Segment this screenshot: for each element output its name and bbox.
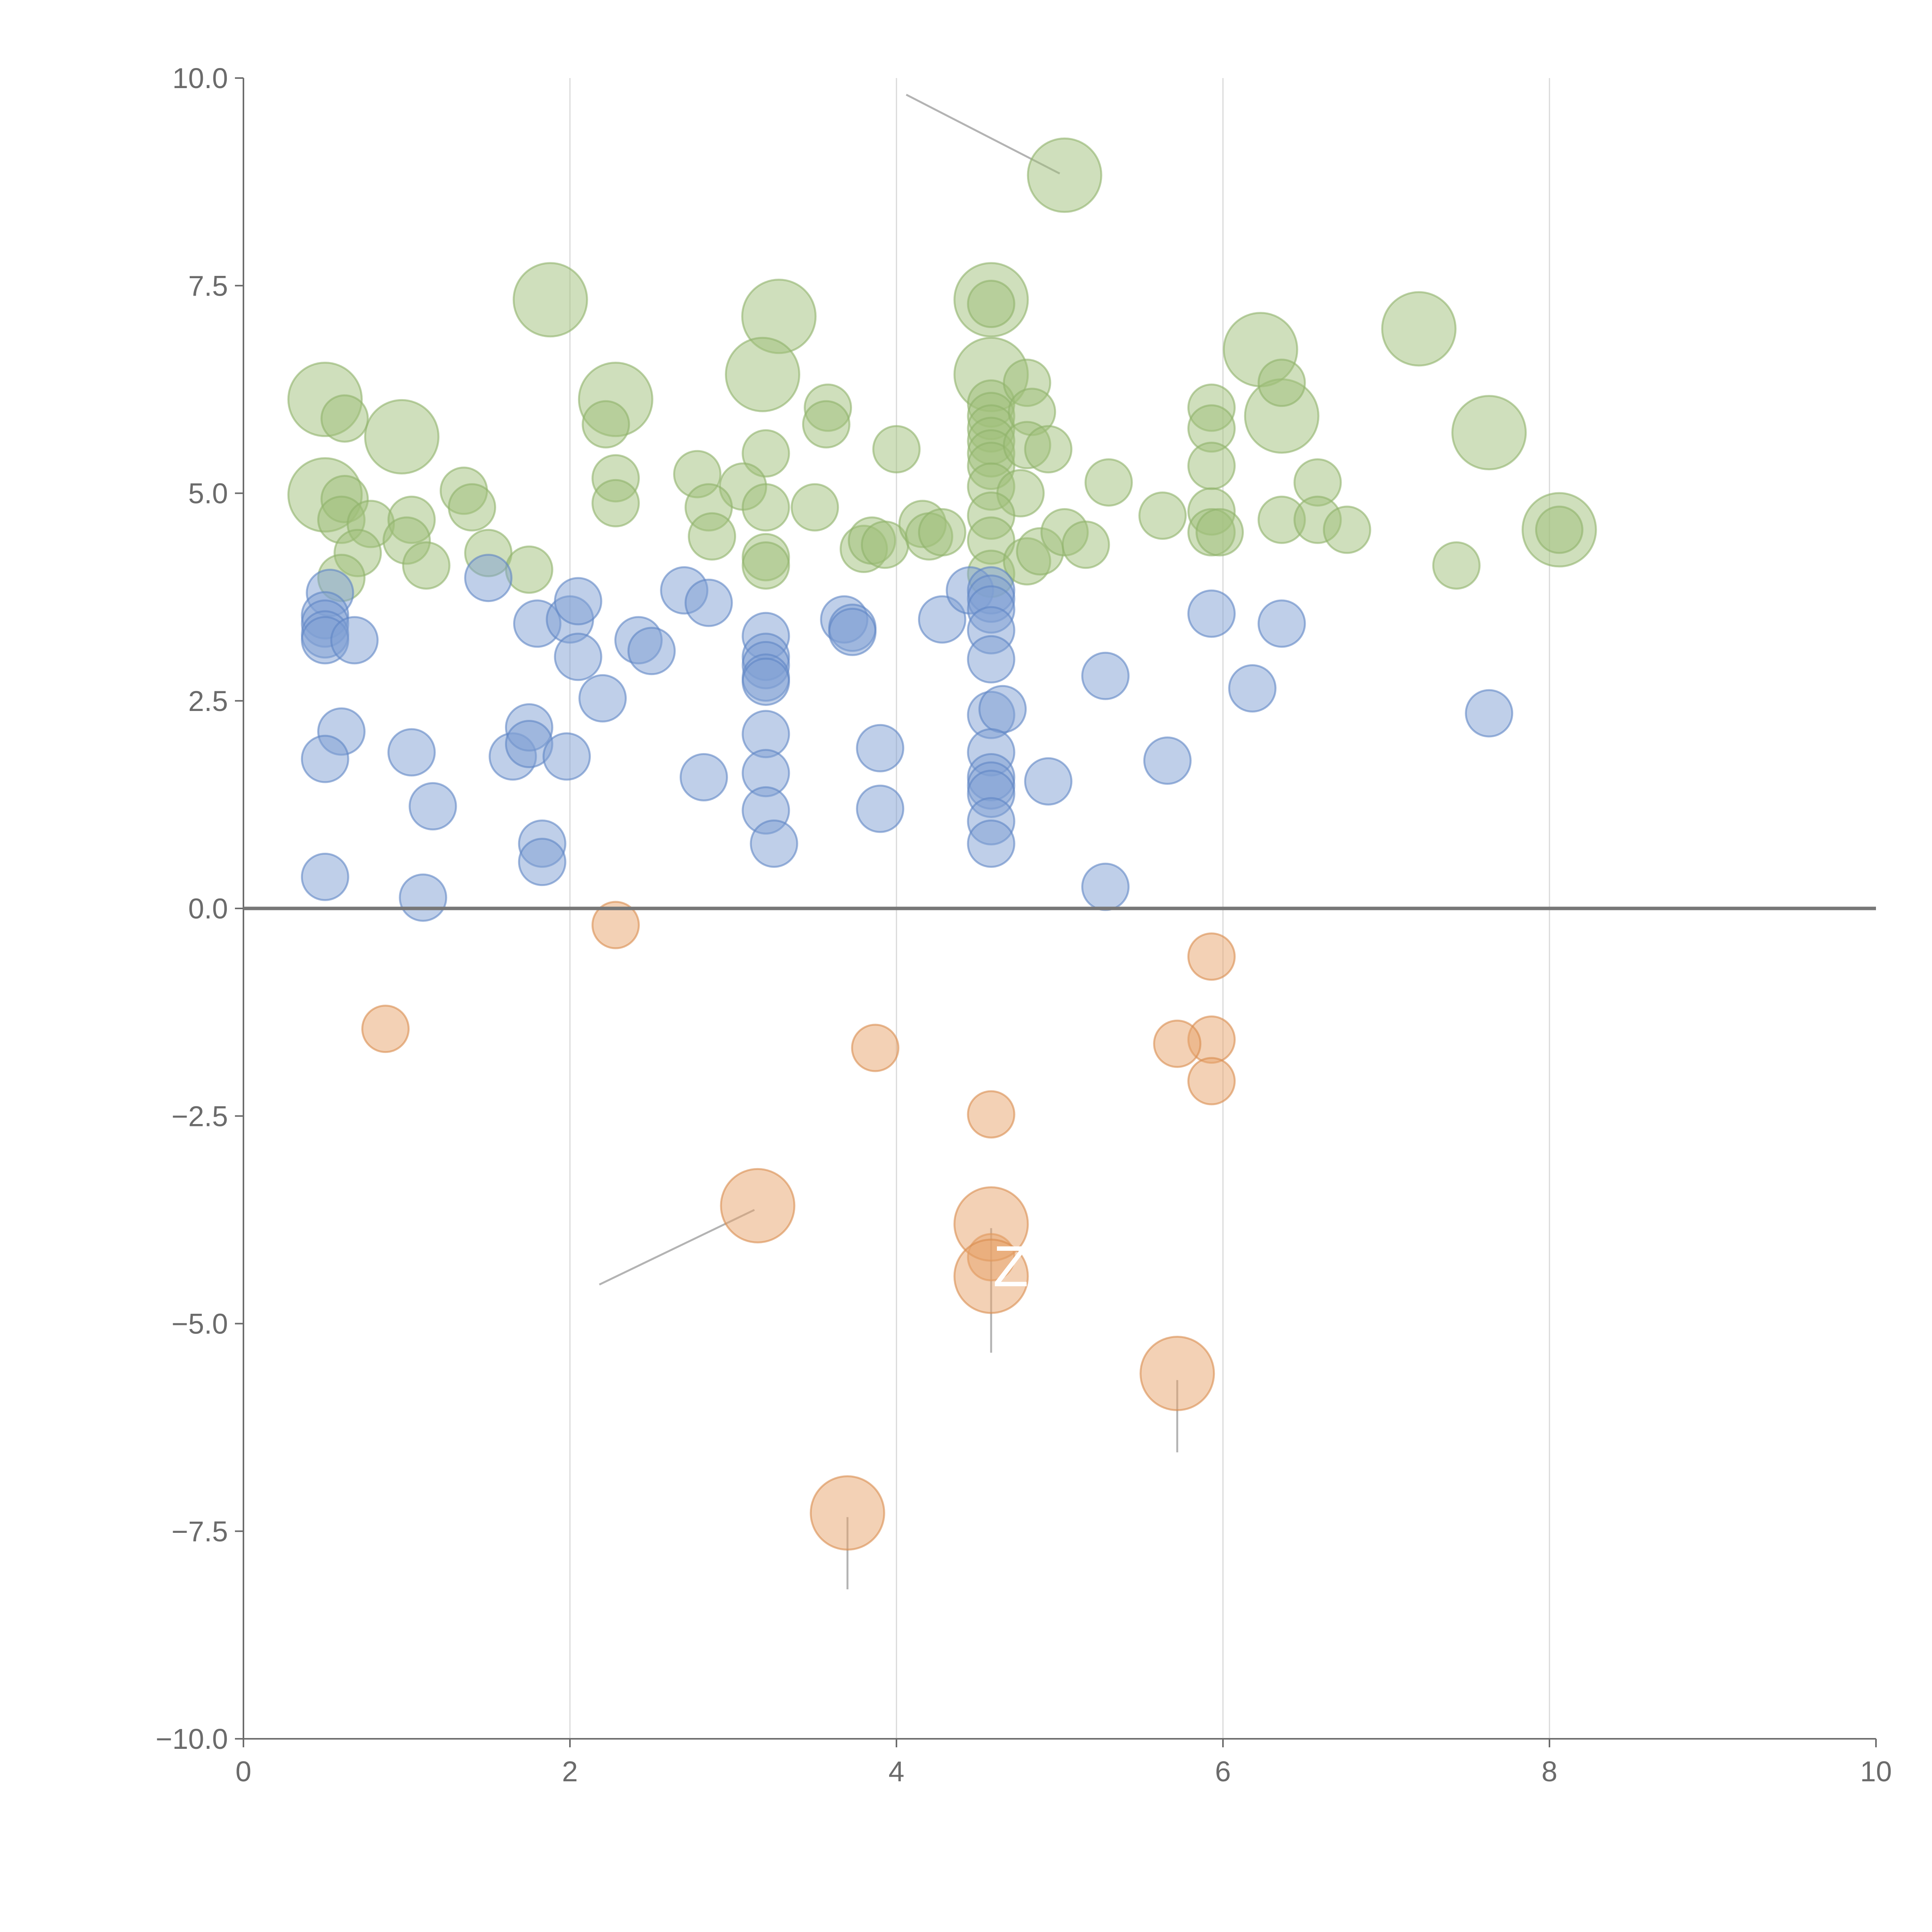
bubble-point bbox=[361, 1005, 410, 1053]
bubble-point bbox=[967, 819, 1015, 868]
y-tick-label: −10.0 bbox=[156, 1723, 228, 1755]
y-tick-label: 0.0 bbox=[188, 893, 228, 925]
bubble-point bbox=[1187, 932, 1236, 981]
bubble-point bbox=[1228, 664, 1277, 713]
y-tick-label: −2.5 bbox=[172, 1100, 228, 1132]
y-tick-label: −5.0 bbox=[172, 1308, 228, 1340]
bubble-point bbox=[387, 728, 436, 777]
x-axis-ticks: 0 2 4 6 8 10 bbox=[235, 1739, 1892, 1787]
bubble-point bbox=[684, 578, 733, 627]
bubble-point bbox=[953, 1238, 1029, 1314]
bubble-point bbox=[543, 732, 591, 781]
bubble-point bbox=[505, 545, 553, 594]
bubble-point bbox=[742, 657, 790, 706]
bubble-point bbox=[918, 508, 966, 557]
bubble-point bbox=[578, 674, 627, 723]
bubble-point bbox=[1187, 589, 1236, 638]
bubble-point bbox=[742, 483, 790, 532]
bubble-point bbox=[688, 512, 736, 561]
x-tick-label: 4 bbox=[888, 1755, 904, 1787]
leader-lines bbox=[599, 94, 1179, 1590]
bubble-point bbox=[1535, 505, 1583, 554]
bubble-point bbox=[554, 633, 602, 681]
bubble-point bbox=[1143, 736, 1192, 785]
bubble-point bbox=[742, 429, 790, 478]
bubble-point bbox=[1138, 492, 1187, 540]
bubble-point bbox=[978, 685, 1027, 733]
bubble-point bbox=[464, 554, 513, 602]
bubble-point bbox=[301, 852, 349, 901]
bubble-point bbox=[802, 400, 850, 449]
bubble-point bbox=[967, 280, 1015, 328]
bubble-point bbox=[518, 838, 566, 886]
bubble-point bbox=[791, 483, 839, 532]
x-tick-label: 2 bbox=[562, 1755, 578, 1787]
bubble-point bbox=[1081, 862, 1130, 911]
x-tick-label: 0 bbox=[235, 1755, 251, 1787]
bubble-point bbox=[330, 616, 379, 665]
bubble-point bbox=[872, 425, 921, 474]
bubble-point bbox=[399, 873, 447, 922]
bubble-point bbox=[720, 1168, 796, 1243]
bubble-point bbox=[1465, 689, 1514, 738]
y-tick-label: 7.5 bbox=[188, 270, 228, 302]
bubble-point bbox=[810, 1475, 885, 1551]
bubble-point bbox=[554, 577, 602, 626]
bubble-point bbox=[1323, 505, 1371, 554]
bubble-point bbox=[1257, 359, 1306, 407]
bubble-point bbox=[591, 479, 640, 527]
bubble-point bbox=[1432, 541, 1481, 590]
bubble-point bbox=[1084, 458, 1133, 507]
x-tick-label: 10 bbox=[1860, 1755, 1892, 1787]
bubble-point bbox=[967, 1090, 1015, 1139]
bubble-point bbox=[402, 541, 451, 590]
bubble-point bbox=[679, 753, 728, 801]
bubble-point bbox=[1187, 1057, 1236, 1105]
bubble-point bbox=[1257, 599, 1306, 648]
bubble-point bbox=[1153, 1019, 1202, 1068]
bubble-point bbox=[408, 782, 457, 831]
bubble-point bbox=[627, 627, 676, 675]
bubble-point bbox=[1024, 757, 1073, 806]
bubble-point bbox=[1027, 137, 1102, 213]
bubble-point bbox=[967, 635, 1015, 684]
bubbles bbox=[287, 137, 1597, 1551]
bubble-point bbox=[582, 400, 630, 449]
bubble-point bbox=[1196, 508, 1244, 557]
bubble-point bbox=[591, 901, 640, 949]
bubble-point bbox=[856, 724, 905, 772]
bubble-point bbox=[448, 483, 496, 532]
bubble-point bbox=[1024, 425, 1073, 474]
y-axis-ticks: 10.0 7.5 5.0 2.5 0.0 −2.5 −5.0 −7.5 −10.0 bbox=[156, 62, 243, 1755]
annotations: Z bbox=[993, 1234, 1029, 1299]
bubble-point bbox=[725, 337, 801, 412]
bubble-point bbox=[364, 399, 440, 474]
x-tick-label: 6 bbox=[1215, 1755, 1231, 1787]
y-tick-label: −7.5 bbox=[172, 1515, 228, 1548]
y-tick-label: 2.5 bbox=[188, 685, 228, 717]
bubble-point bbox=[1187, 442, 1236, 490]
bubble-point bbox=[320, 394, 369, 443]
bubble-point bbox=[750, 819, 798, 868]
bubble-point bbox=[856, 784, 905, 833]
bubble-point bbox=[512, 262, 588, 338]
bubble-point bbox=[1081, 651, 1130, 700]
bubble-point bbox=[1061, 520, 1110, 569]
bubble-point bbox=[828, 607, 877, 656]
x-tick-label: 8 bbox=[1541, 1755, 1557, 1787]
bubble-point bbox=[851, 1024, 900, 1072]
bubble-point bbox=[301, 735, 349, 783]
y-tick-label: 5.0 bbox=[188, 478, 228, 510]
annotation-label: Z bbox=[993, 1234, 1029, 1299]
bubble-point bbox=[742, 541, 790, 590]
bubble-point bbox=[1451, 395, 1527, 471]
bubble-point bbox=[1381, 291, 1457, 367]
bubble-point bbox=[1139, 1335, 1215, 1411]
y-tick-label: 10.0 bbox=[172, 62, 228, 94]
